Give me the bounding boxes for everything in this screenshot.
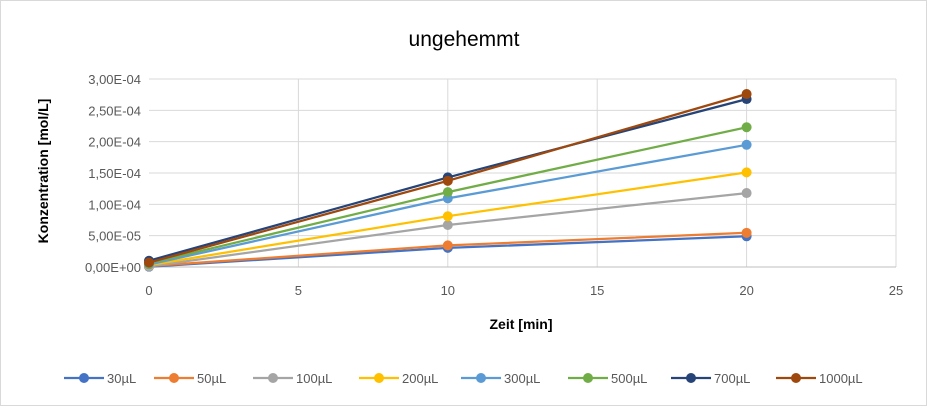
x-axis-title: Zeit [min] (490, 316, 553, 332)
data-point (741, 227, 752, 238)
x-tick-label: 10 (441, 283, 455, 298)
y-tick-label: 1,50E-04 (88, 166, 141, 181)
legend-item: 700µL (671, 371, 750, 386)
data-point (442, 187, 453, 198)
legend-item: 50µL (154, 371, 226, 386)
legend-marker (169, 373, 179, 383)
chart-title: ungehemmt (409, 28, 520, 51)
axes: 0,00E+00 5,00E-05 1,00E-04 1,50E-04 2,00E-04… (85, 72, 903, 298)
y-tick-label: 3,00E-04 (88, 72, 141, 87)
legend-marker (268, 373, 278, 383)
legend-marker (791, 373, 801, 383)
legend-label: 30µL (107, 371, 136, 386)
x-tick-label: 20 (739, 283, 753, 298)
series-layer (144, 89, 752, 272)
legend-marker (374, 373, 384, 383)
grid (149, 78, 897, 267)
data-point (442, 175, 453, 186)
legend: 30µL 50µL 100µL 200µL 300µL 500µL 700µL 1000µL (64, 371, 863, 386)
legend-item: 500µL (568, 371, 647, 386)
x-tick-label: 15 (590, 283, 604, 298)
x-tick-label: 25 (889, 283, 903, 298)
y-tick-label: 2,50E-04 (88, 103, 141, 118)
legend-label: 300µL (504, 371, 540, 386)
data-point (442, 211, 453, 222)
x-tick-label: 0 (145, 283, 152, 298)
legend-marker (686, 373, 696, 383)
data-point (741, 122, 752, 133)
legend-label: 100µL (296, 371, 332, 386)
y-tick-label: 0,00E+00 (85, 260, 141, 275)
y-tick-label: 2,00E-04 (88, 135, 141, 150)
y-tick-label: 5,00E-05 (88, 229, 141, 244)
legend-item: 100µL (253, 371, 332, 386)
legend-label: 700µL (714, 371, 750, 386)
y-tick-label: 1,00E-04 (88, 197, 141, 212)
legend-label: 200µL (402, 371, 438, 386)
legend-marker (79, 373, 89, 383)
data-point (741, 139, 752, 150)
data-point (144, 257, 154, 268)
legend-item: 1000µL (776, 371, 863, 386)
legend-item: 30µL (64, 371, 136, 386)
data-point (741, 167, 752, 178)
x-tick-label: 5 (295, 283, 302, 298)
legend-marker (476, 373, 486, 383)
data-point (741, 188, 752, 199)
legend-marker (583, 373, 593, 383)
legend-item: 200µL (359, 371, 438, 386)
series-1000µL (144, 89, 752, 268)
legend-label: 500µL (611, 371, 647, 386)
data-point (741, 89, 752, 100)
data-point (442, 220, 453, 231)
legend-item: 300µL (461, 371, 540, 386)
data-point (442, 240, 453, 251)
y-axis-title: Konzentration [mol/L] (35, 99, 51, 244)
legend-label: 50µL (197, 371, 226, 386)
legend-label: 1000µL (819, 371, 863, 386)
